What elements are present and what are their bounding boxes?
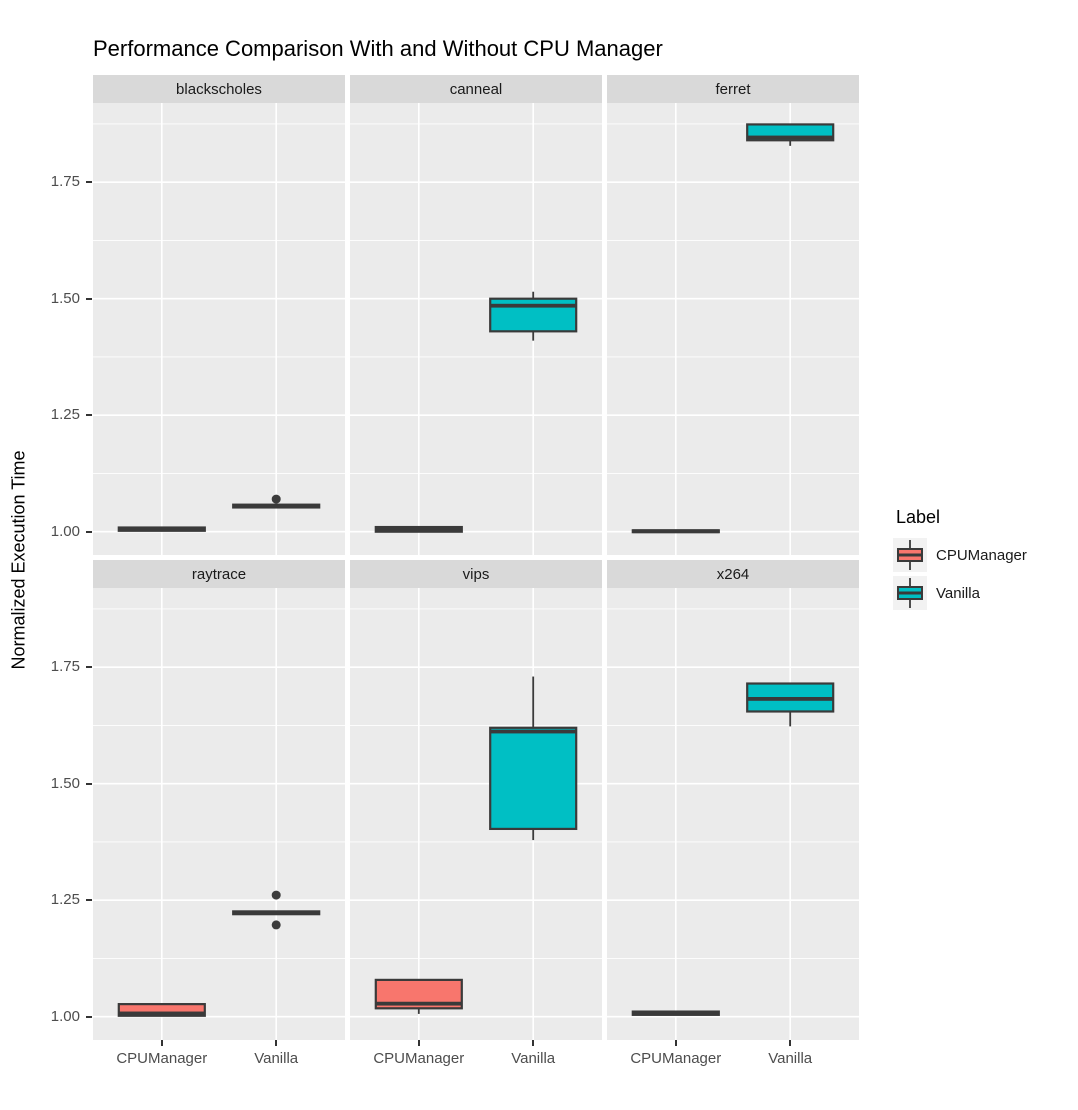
x-tick-mark <box>160 1040 163 1046</box>
facet-canvas-blackscholes <box>93 103 345 555</box>
facet-strip-vips: vips <box>350 560 602 588</box>
boxplot-canneal-Vanilla <box>489 291 578 341</box>
y-tick-mark <box>86 414 92 417</box>
boxplot-raytrace-CPUManager <box>117 1003 206 1017</box>
facet-panel-vips <box>350 588 602 1040</box>
legend-items: CPUManager Vanilla <box>893 538 1027 610</box>
facet-strip-label: canneal <box>449 80 503 98</box>
y-tick-mark <box>86 181 92 184</box>
facet-canvas-raytrace <box>93 588 345 1040</box>
boxplot-vips-CPUManager <box>374 978 463 1014</box>
chart-title: Performance Comparison With and Without … <box>93 36 663 61</box>
facet-strip-label: raytrace <box>191 565 247 583</box>
boxplot-blackscholes-Vanilla <box>232 494 321 509</box>
legend-title: Label <box>896 507 941 527</box>
legend-item-cpumanager: CPUManager <box>893 538 1027 572</box>
boxplot-x264-CPUManager <box>631 1010 720 1016</box>
facet-strip-label: ferret <box>715 80 751 98</box>
y-tick-label: 1.50 <box>50 774 80 792</box>
boxplot-raytrace-Vanilla <box>232 890 321 930</box>
facet-canvas-x264 <box>607 588 859 1040</box>
facet-strip-label: vips <box>462 565 490 583</box>
legend-key-vanilla <box>893 576 927 610</box>
x-tick-label-cpumanager: CPUManager <box>373 1050 465 1067</box>
facet-canvas-vips <box>350 588 602 1040</box>
x-tick-label-vanilla: Vanilla <box>768 1050 813 1067</box>
facet-canvas-canneal <box>350 103 602 555</box>
y-tick-label: 1.25 <box>50 891 80 909</box>
facet-strip-label: blackscholes <box>176 80 262 98</box>
y-tick-label: 1.25 <box>50 406 80 424</box>
facet-panel-blackscholes <box>93 103 345 555</box>
facet-strip-x264: x264 <box>607 560 859 588</box>
boxplot-ferret-CPUManager <box>631 529 720 534</box>
boxplot-blackscholes-CPUManager <box>117 526 206 532</box>
facet-strip-canneal: canneal <box>350 75 602 103</box>
boxplot-vips-Vanilla <box>489 676 578 841</box>
boxplot-glyph-icon <box>897 578 923 608</box>
x-tick-label-cpumanager: CPUManager <box>116 1050 208 1067</box>
facet-panel-ferret <box>607 103 859 555</box>
facet-strip-label: x264 <box>716 565 750 583</box>
x-tick-mark <box>275 1040 278 1046</box>
facet-panel-raytrace <box>93 588 345 1040</box>
x-tick-label-vanilla: Vanilla <box>254 1050 299 1067</box>
y-tick-label: 1.00 <box>50 522 80 540</box>
boxplot-x264-Vanilla <box>746 682 835 727</box>
facet-panel-canneal <box>350 103 602 555</box>
y-tick-mark <box>86 297 92 300</box>
legend: Label CPUManager Vanilla <box>893 507 1027 614</box>
y-axis-title: Normalized Execution Time <box>8 450 29 670</box>
x-tick-label-cpumanager: CPUManager <box>630 1050 722 1067</box>
facet-strip-blackscholes: blackscholes <box>93 75 345 103</box>
facet-strip-ferret: ferret <box>607 75 859 103</box>
x-tick-mark <box>417 1040 420 1046</box>
facet-canvas-ferret <box>607 103 859 555</box>
x-tick-mark <box>532 1040 535 1046</box>
legend-item-vanilla: Vanilla <box>893 576 1027 610</box>
y-tick-label: 1.00 <box>50 1007 80 1025</box>
y-tick-mark <box>86 899 92 902</box>
y-tick-mark <box>86 530 92 533</box>
y-tick-mark <box>86 1015 92 1018</box>
x-tick-label-vanilla: Vanilla <box>511 1050 556 1067</box>
legend-label: Vanilla <box>936 584 980 602</box>
legend-key-cpumanager <box>893 538 927 572</box>
boxplot-ferret-Vanilla <box>746 123 835 146</box>
facet-strip-raytrace: raytrace <box>93 560 345 588</box>
y-tick-mark <box>86 666 92 669</box>
boxplot-canneal-CPUManager <box>374 525 463 533</box>
facet-panel-x264 <box>607 588 859 1040</box>
x-tick-mark <box>674 1040 677 1046</box>
y-tick-mark <box>86 782 92 785</box>
y-tick-label: 1.75 <box>50 658 80 676</box>
y-tick-label: 1.75 <box>50 173 80 191</box>
x-tick-mark <box>789 1040 792 1046</box>
legend-label: CPUManager <box>936 546 1027 564</box>
y-tick-label: 1.50 <box>50 289 80 307</box>
boxplot-glyph-icon <box>897 540 923 570</box>
